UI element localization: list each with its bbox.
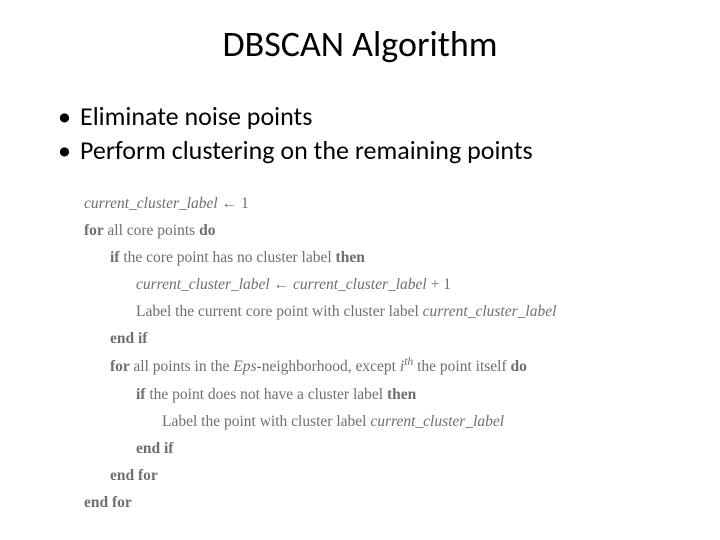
- pseudocode-line: end for: [84, 489, 680, 516]
- pseudocode-line: end for: [84, 462, 680, 489]
- keyword: end if: [110, 330, 147, 347]
- keyword: do: [511, 359, 527, 376]
- keyword: end if: [136, 440, 173, 457]
- algorithm-pseudocode: current_cluster_label ← 1for all core po…: [40, 190, 680, 517]
- keyword: for: [110, 359, 133, 376]
- superscript: th: [404, 355, 413, 368]
- keyword: if: [110, 249, 123, 266]
- code-text: ←: [270, 276, 293, 293]
- pseudocode-line: for all core points do: [84, 217, 680, 244]
- variable: current_cluster_label: [293, 276, 427, 293]
- variable: current_cluster_label: [84, 195, 218, 212]
- code-text: Label the point with cluster label: [162, 413, 370, 430]
- code-text: Label the current core point with cluste…: [136, 303, 423, 320]
- keyword: if: [136, 386, 149, 403]
- code-text: ← 1: [218, 195, 249, 212]
- code-text: all points in the: [133, 359, 233, 376]
- pseudocode-line: for all points in the Eps-neighborhood, …: [84, 352, 680, 380]
- keyword: then: [336, 249, 365, 266]
- keyword: end for: [110, 467, 158, 484]
- slide-title: DBSCAN Algorithm: [40, 22, 680, 66]
- bullet-item: Eliminate noise points: [58, 100, 680, 134]
- keyword: for: [84, 222, 107, 239]
- variable: current_cluster_label: [370, 413, 504, 430]
- code-text: + 1: [427, 276, 451, 293]
- slide: DBSCAN Algorithm Eliminate noise points …: [0, 0, 720, 540]
- bullet-item: Perform clustering on the remaining poin…: [58, 134, 680, 168]
- pseudocode-line: Label the current core point with cluste…: [84, 298, 680, 325]
- bullet-list: Eliminate noise points Perform clusterin…: [40, 100, 680, 168]
- code-text: the point itself: [413, 359, 510, 376]
- pseudocode-line: end if: [84, 435, 680, 462]
- variable: Eps: [233, 359, 256, 376]
- code-text: all core points: [107, 222, 199, 239]
- pseudocode-line: current_cluster_label ← current_cluster_…: [84, 271, 680, 298]
- pseudocode-line: end if: [84, 325, 680, 352]
- variable: current_cluster_label: [136, 276, 270, 293]
- code-text: the core point has no cluster label: [123, 249, 335, 266]
- code-text: the point does not have a cluster label: [149, 386, 387, 403]
- pseudocode-line: if the point does not have a cluster lab…: [84, 381, 680, 408]
- pseudocode-line: current_cluster_label ← 1: [84, 190, 680, 217]
- keyword: do: [199, 222, 215, 239]
- variable: current_cluster_label: [423, 303, 557, 320]
- keyword: end for: [84, 494, 132, 511]
- pseudocode-line: Label the point with cluster label curre…: [84, 408, 680, 435]
- code-text: -neighborhood, except: [257, 359, 400, 376]
- pseudocode-line: if the core point has no cluster label t…: [84, 244, 680, 271]
- keyword: then: [387, 386, 416, 403]
